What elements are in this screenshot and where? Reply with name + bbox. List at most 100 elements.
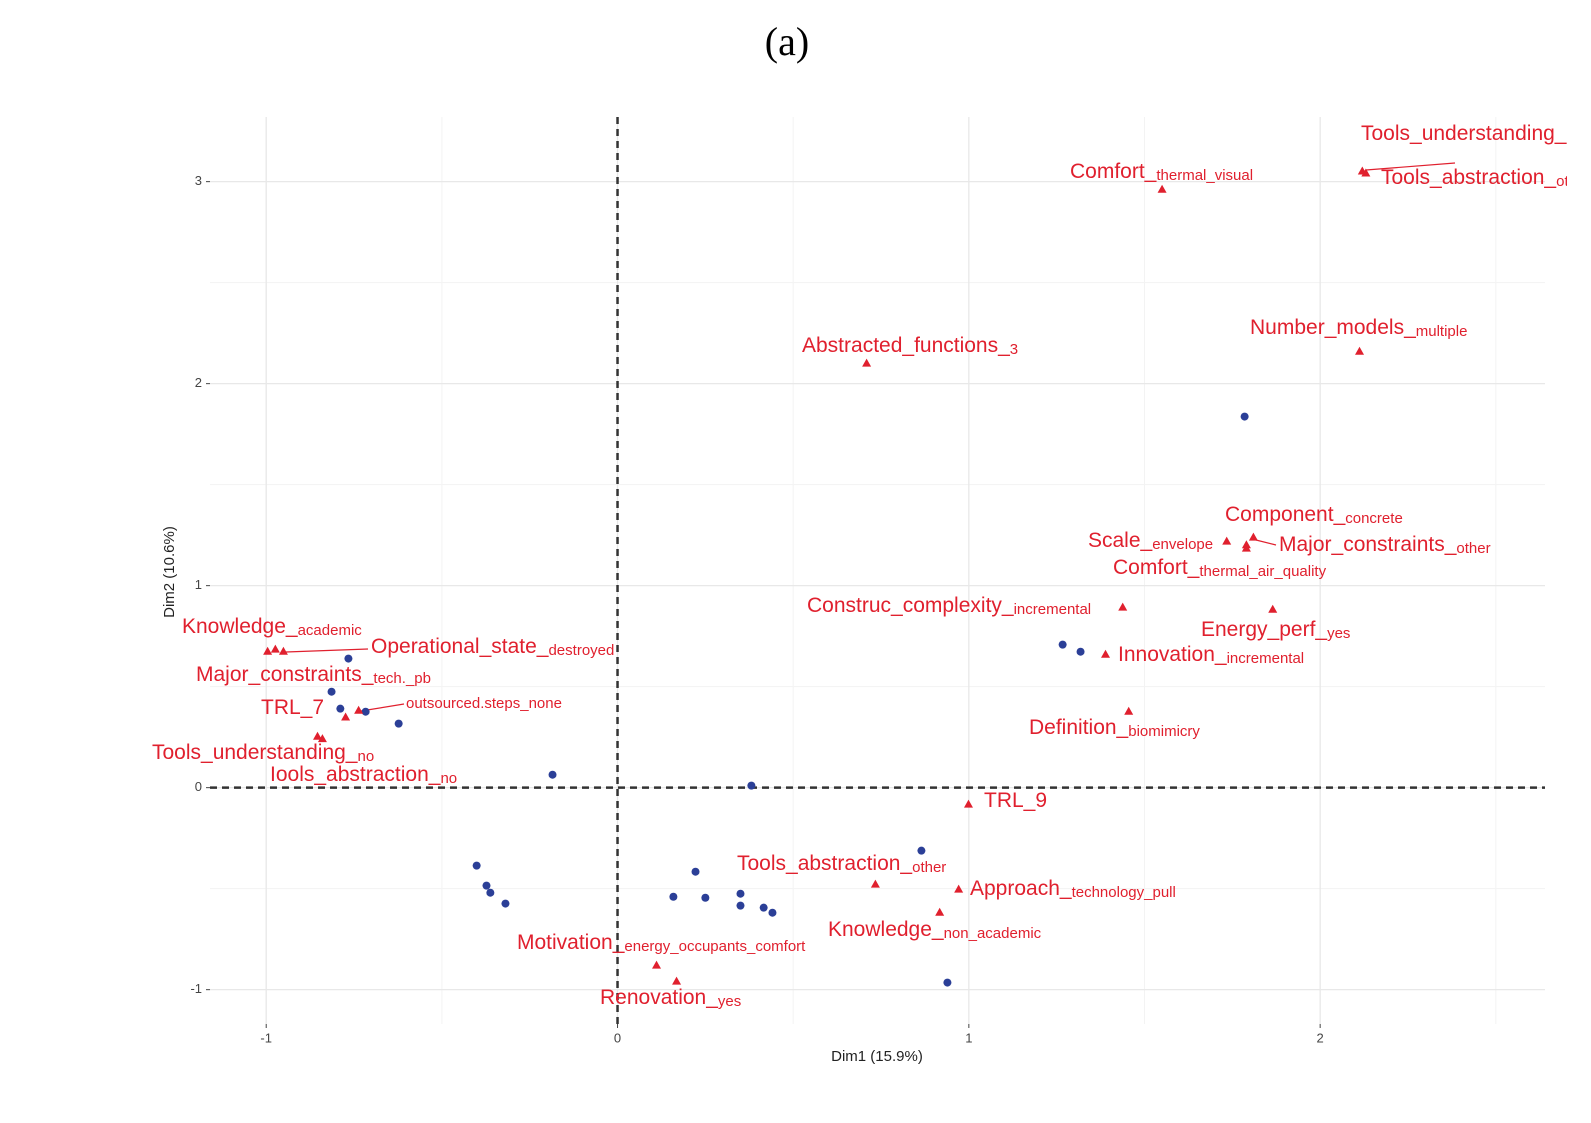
- label-sub: multiple: [1416, 323, 1468, 340]
- modality-point: [963, 799, 973, 808]
- modality-point: [1355, 346, 1365, 355]
- label-sub: other: [912, 859, 946, 876]
- modality-point: [1248, 532, 1258, 541]
- label-main: Approach_: [970, 877, 1072, 900]
- leader-line: [285, 648, 369, 653]
- label-sub: biomimicry: [1128, 723, 1200, 740]
- modality-point: [935, 907, 945, 916]
- modality-point: [1268, 604, 1278, 613]
- modality-label: Tools_understanding_other: [1361, 122, 1591, 146]
- label-main: Component_: [1225, 503, 1346, 526]
- label-sub: destroyed: [548, 642, 614, 659]
- label-main: Definition_: [1029, 716, 1129, 739]
- x-tick-label: -1: [260, 1030, 272, 1045]
- individual-point: [501, 899, 510, 908]
- modality-point: [1157, 184, 1167, 193]
- modality-label: Component_concrete: [1225, 503, 1403, 527]
- x-tick-label: 2: [1317, 1030, 1324, 1045]
- individual-point: [486, 888, 495, 897]
- label-main: Iools_abstraction_: [270, 763, 441, 786]
- leader-line: [1365, 162, 1456, 171]
- individual-point: [344, 654, 353, 663]
- modality-point: [1361, 168, 1371, 177]
- modality-point: [1101, 649, 1111, 658]
- modality-point: [341, 712, 351, 721]
- label-main: Scale_: [1088, 529, 1153, 552]
- modality-label: Approach_technology_pull: [970, 877, 1176, 901]
- label-sub: concrete: [1345, 510, 1403, 527]
- label-sub: incremental: [1227, 650, 1305, 667]
- label-main: Innovation_: [1118, 643, 1227, 666]
- modality-label: Major_constraints_tech._pb: [196, 663, 431, 687]
- modality-point: [278, 646, 288, 655]
- individual-point: [1058, 640, 1067, 649]
- label-main: Motivation_: [517, 931, 625, 954]
- label-main: Major_constraints_: [196, 663, 374, 686]
- individual-point: [336, 704, 345, 713]
- modality-label: Iools_abstraction_no: [270, 763, 457, 787]
- individual-point: [1076, 647, 1085, 656]
- modality-label: outsourced.steps_none: [406, 695, 562, 712]
- modality-point: [1124, 706, 1134, 715]
- label-sub: thermal_air_quality: [1199, 563, 1326, 580]
- x-tick-label: 1: [965, 1030, 972, 1045]
- individual-point: [747, 781, 756, 790]
- label-sub: incremental: [1014, 601, 1092, 618]
- modality-point: [862, 358, 872, 367]
- label-sub: other: [1567, 129, 1591, 146]
- modality-point: [313, 731, 323, 740]
- modality-point: [672, 976, 682, 985]
- label-main: Renovation_: [600, 986, 718, 1009]
- modality-label: Major_constraints_other: [1279, 533, 1491, 557]
- modality-point: [270, 644, 280, 653]
- label-sub: other: [1456, 540, 1490, 557]
- y-tick-label: -1: [190, 981, 202, 996]
- individual-point: [701, 893, 710, 902]
- label-main: Knowledge_: [828, 918, 944, 941]
- modality-label: Scale_envelope: [1088, 529, 1213, 553]
- grid: -1 0 1 2 -1 0 1 2 3: [190, 117, 1545, 1045]
- modality-label: Comfort_thermal_air_quality: [1113, 556, 1327, 580]
- label-sub: technology_pull: [1072, 884, 1176, 901]
- label-main: Number_models_: [1250, 316, 1416, 339]
- individual-point: [759, 903, 768, 912]
- label-sub: academic: [298, 622, 363, 639]
- label-main: TRL_7: [261, 696, 324, 719]
- label-main: Comfort_: [1070, 160, 1157, 183]
- label-sub: envelope: [1152, 536, 1213, 553]
- individual-point: [472, 861, 481, 870]
- modality-label: Renovation_yes: [600, 986, 741, 1010]
- label-sub: non_academic: [944, 925, 1042, 942]
- individual-point: [394, 719, 403, 728]
- individual-point: [1240, 412, 1249, 421]
- label-main: TRL_9: [984, 789, 1047, 812]
- modality-point: [263, 646, 273, 655]
- label-main: Construc_complexity_: [807, 594, 1014, 617]
- label-sub: energy_occupants_comfort: [624, 938, 806, 955]
- modality-label: Number_models_multiple: [1250, 316, 1467, 340]
- individual-point: [482, 881, 491, 890]
- modality-label: Energy_perf_yes: [1201, 618, 1350, 642]
- modality-point: [1118, 602, 1128, 611]
- individual-point: [361, 707, 370, 716]
- label-sub: yes: [1327, 625, 1350, 642]
- modality-point: [954, 884, 964, 893]
- label-sub: no: [358, 748, 375, 765]
- label-main: Tools_understanding_: [152, 741, 358, 764]
- x-axis-label: Dim1 (15.9%): [831, 1048, 923, 1065]
- modality-point: [354, 705, 364, 714]
- modality-point: [652, 960, 662, 969]
- modality-label: Construc_complexity_incremental: [807, 594, 1091, 618]
- modality-label: Motivation_energy_occupants_comfort: [517, 931, 806, 955]
- modality-label: Innovation_incremental: [1118, 643, 1304, 667]
- individual-point: [548, 770, 557, 779]
- y-axis-label: Dim2 (10.6%): [161, 526, 178, 618]
- modality-label: TRL_9: [984, 789, 1047, 812]
- individual-point: [669, 892, 678, 901]
- individual-point: [736, 901, 745, 910]
- label-main: Tools_understanding_: [1361, 122, 1567, 145]
- label-main: Operational_state_: [371, 635, 549, 658]
- label-sub: yes: [718, 993, 741, 1010]
